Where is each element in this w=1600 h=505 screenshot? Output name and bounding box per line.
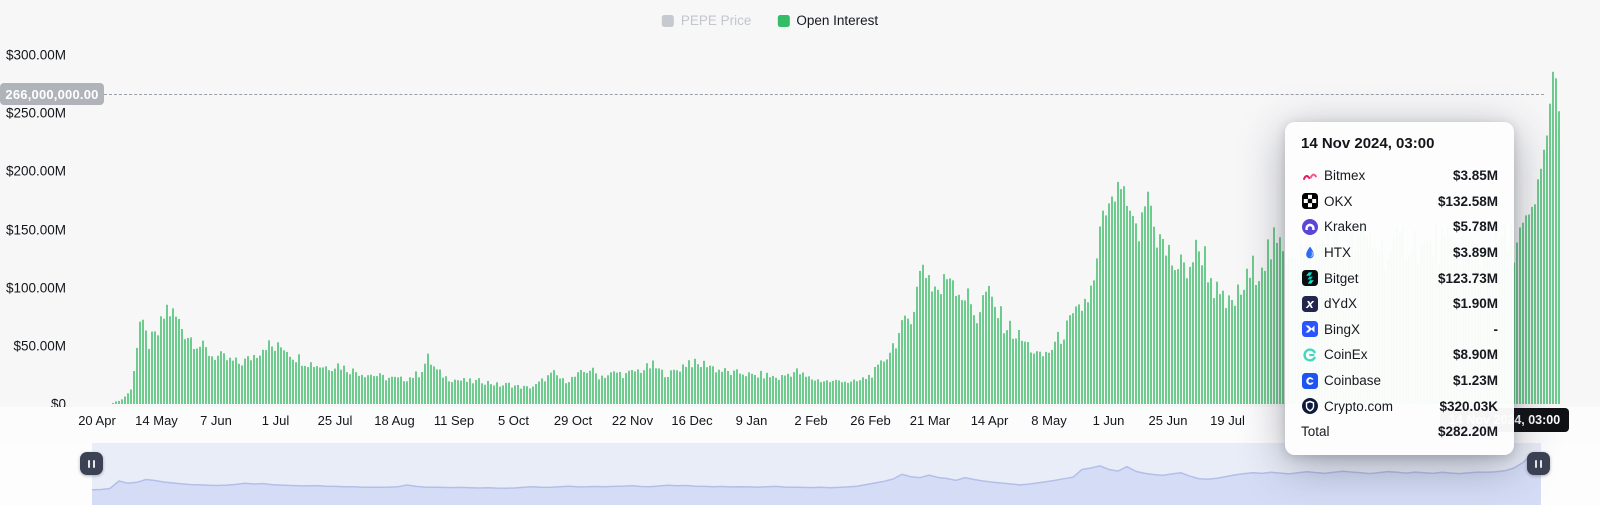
tooltip-row: Crypto.com $320.03K	[1301, 393, 1498, 419]
okx-icon	[1301, 193, 1318, 210]
x-axis-label: 18 Aug	[374, 413, 415, 428]
x-axis-label: 11 Sep	[433, 413, 475, 428]
tooltip-rows: Bitmex $3.85M OKX $132.58M Kraken $5.78M…	[1301, 163, 1498, 419]
tooltip-exchange-label: HTX	[1324, 245, 1351, 261]
kraken-icon	[1301, 218, 1318, 235]
bitget-icon	[1301, 270, 1318, 287]
cryptocom-icon	[1301, 398, 1318, 415]
tooltip-exchange-value: $5.78M	[1452, 219, 1498, 235]
x-axis-label: 26 Feb	[850, 413, 891, 428]
tooltip-exchange-value: $3.85M	[1452, 168, 1498, 184]
tooltip-total-label: Total	[1301, 424, 1330, 440]
y-axis-label: $200.00M	[5, 163, 66, 179]
x-axis-label: 1 Jul	[261, 413, 290, 428]
x-axis-label: 14 May	[135, 413, 178, 428]
tooltip-row: HTX $3.89M	[1301, 240, 1498, 266]
tooltip-exchange-value: -	[1493, 321, 1499, 337]
tooltip-row: Bitget $123.73M	[1301, 265, 1498, 291]
tooltip-exchange-label: Coinbase	[1324, 373, 1382, 389]
tooltip-exchange-label: Kraken	[1324, 219, 1367, 235]
tooltip-exchange-label: Crypto.com	[1324, 398, 1394, 414]
tooltip-exchange-label: CoinEx	[1324, 347, 1368, 363]
tooltip-exchange-value: $132.58M	[1437, 193, 1498, 209]
legend: PEPE Price Open Interest	[661, 13, 878, 28]
y-axis-label: $250.00M	[5, 105, 66, 121]
tooltip-exchange-label: BingX	[1324, 321, 1361, 337]
x-axis-label: 8 May	[1031, 413, 1067, 428]
open-interest-bar-plot[interactable]	[90, 40, 1560, 405]
navigator-area-chart	[91, 453, 1542, 505]
tooltip-row: Kraken $5.78M	[1301, 214, 1498, 240]
tooltip-row: Coinbase $1.23M	[1301, 368, 1498, 394]
x-axis-label: 5 Oct	[497, 413, 530, 428]
tooltip-total-value: $282.20M	[1437, 424, 1498, 440]
x-axis-label: 1 Jun	[1092, 413, 1125, 428]
tooltip-exchange-value: $1.23M	[1452, 373, 1498, 389]
x-axis-label: 14 Apr	[970, 413, 1009, 428]
legend-swatch	[777, 14, 790, 27]
legend-label: Open Interest	[796, 13, 879, 28]
x-axis-label: 21 Mar	[909, 413, 951, 428]
tooltip-exchange-value: $123.73M	[1437, 270, 1498, 286]
x-axis-label: 19 Jul	[1210, 413, 1245, 428]
tooltip-exchange-label: dYdX	[1324, 296, 1358, 312]
range-navigator[interactable]	[80, 443, 1550, 505]
navigator-right-handle[interactable]	[1527, 452, 1550, 475]
legend-item-pepe-price[interactable]: PEPE Price	[661, 13, 752, 28]
tooltip-row: OKX $132.58M	[1301, 189, 1498, 215]
htx-icon	[1301, 244, 1318, 261]
x-axis-label: 20 Apr	[78, 413, 116, 428]
tooltip-row: CoinEx $8.90M	[1301, 342, 1498, 368]
bitmex-icon	[1301, 167, 1318, 184]
navigator-left-handle[interactable]	[80, 452, 103, 475]
y-axis-label: $50.00M	[13, 338, 66, 354]
x-axis-label: 16 Dec	[671, 413, 713, 428]
tooltip-row: BingX -	[1301, 317, 1498, 343]
x-axis-label: 29 Oct	[553, 413, 593, 428]
tooltip-exchange-value: $3.89M	[1452, 245, 1498, 261]
crosshair-horizontal-line	[104, 94, 1544, 95]
legend-swatch	[661, 14, 674, 27]
navigator-zone	[0, 443, 1600, 505]
exchange-breakdown-tooltip: 14 Nov 2024, 03:00 Bitmex $3.85M OKX $13…	[1285, 122, 1514, 455]
legend-item-open-interest[interactable]: Open Interest	[777, 13, 878, 28]
svg-text:X: X	[1305, 300, 1315, 311]
bingx-icon	[1301, 321, 1318, 338]
open-interest-bars[interactable]	[90, 40, 1560, 405]
tooltip-exchange-value: $8.90M	[1452, 347, 1498, 363]
legend-label: PEPE Price	[680, 13, 752, 28]
coinex-icon	[1301, 346, 1318, 363]
x-axis-label: 9 Jan	[735, 413, 768, 428]
x-axis-label: 2 Feb	[794, 413, 828, 428]
coinbase-icon	[1301, 372, 1318, 389]
tooltip-exchange-value: $320.03K	[1439, 398, 1498, 414]
x-axis-label: 25 Jul	[317, 413, 353, 428]
tooltip-row: X dYdX $1.90M	[1301, 291, 1498, 317]
tooltip-row: Bitmex $3.85M	[1301, 163, 1498, 189]
x-axis-label: 22 Nov	[611, 413, 654, 428]
tooltip-exchange-label: OKX	[1324, 193, 1353, 209]
tooltip-total-row: Total $282.20M	[1301, 419, 1498, 445]
x-axis-label: 25 Jun	[1148, 413, 1188, 428]
tooltip-date-title: 14 Nov 2024, 03:00	[1301, 135, 1435, 152]
y-axis-label: $150.00M	[5, 222, 66, 237]
crosshair-y-value-badge: 266,000,000.00	[0, 83, 104, 105]
y-axis-label: $100.00M	[5, 280, 66, 296]
tooltip-exchange-label: Bitmex	[1324, 168, 1366, 184]
tooltip-exchange-label: Bitget	[1324, 270, 1359, 286]
dydx-icon: X	[1301, 295, 1318, 312]
y-axis-label: $300.00M	[5, 47, 66, 63]
tooltip-exchange-value: $1.90M	[1452, 296, 1498, 312]
x-axis-label: 7 Jun	[200, 413, 232, 428]
